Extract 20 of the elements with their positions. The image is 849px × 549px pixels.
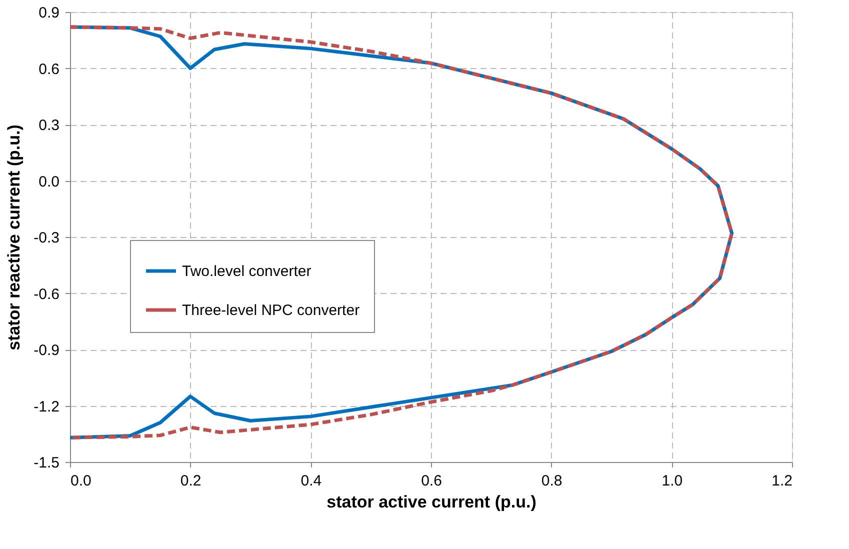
legend-label: Two.level converter — [182, 263, 312, 280]
x-axis-title: stator active current (p.u.) — [326, 492, 536, 512]
legend-label: Three-level NPC converter — [182, 302, 360, 319]
y-tick-label: -0.3 — [34, 230, 60, 246]
y-tick-label: 0.0 — [38, 173, 60, 190]
x-tick-label: 0.4 — [300, 472, 322, 490]
y-tick-label: 0.3 — [38, 117, 60, 134]
y-tick-label: -1.2 — [34, 398, 60, 416]
y-tick-label: -0.6 — [34, 286, 60, 303]
x-tick-label: 0.0 — [70, 472, 92, 490]
x-tick-label: 0.6 — [421, 472, 442, 490]
x-tick-label: 0.2 — [180, 472, 202, 490]
y-tick-label: 0.9 — [38, 4, 60, 22]
x-tick-label: 1.0 — [662, 472, 683, 490]
y-axis-title: stator reactive current (p.u.) — [4, 124, 24, 350]
y-tick-label: 0.6 — [38, 60, 60, 78]
y-tick-label: -1.5 — [34, 454, 60, 472]
y-tick-label: -0.9 — [34, 342, 60, 359]
x-tick-label: 0.8 — [541, 472, 562, 490]
x-tick-label: 1.2 — [772, 472, 792, 490]
